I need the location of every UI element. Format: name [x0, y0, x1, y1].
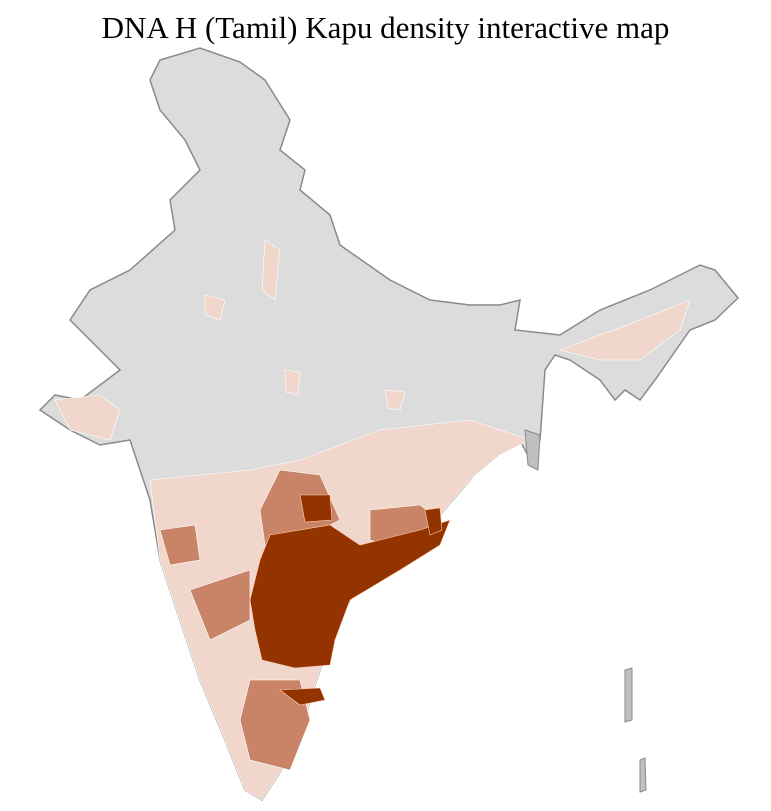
high-density-regions — [249, 494, 451, 706]
india-outline[interactable] — [38, 47, 740, 802]
map-title: DNA H (Tamil) Kapu density interactive m… — [101, 10, 670, 45]
islands — [524, 429, 647, 793]
medium-density-regions — [159, 469, 441, 771]
